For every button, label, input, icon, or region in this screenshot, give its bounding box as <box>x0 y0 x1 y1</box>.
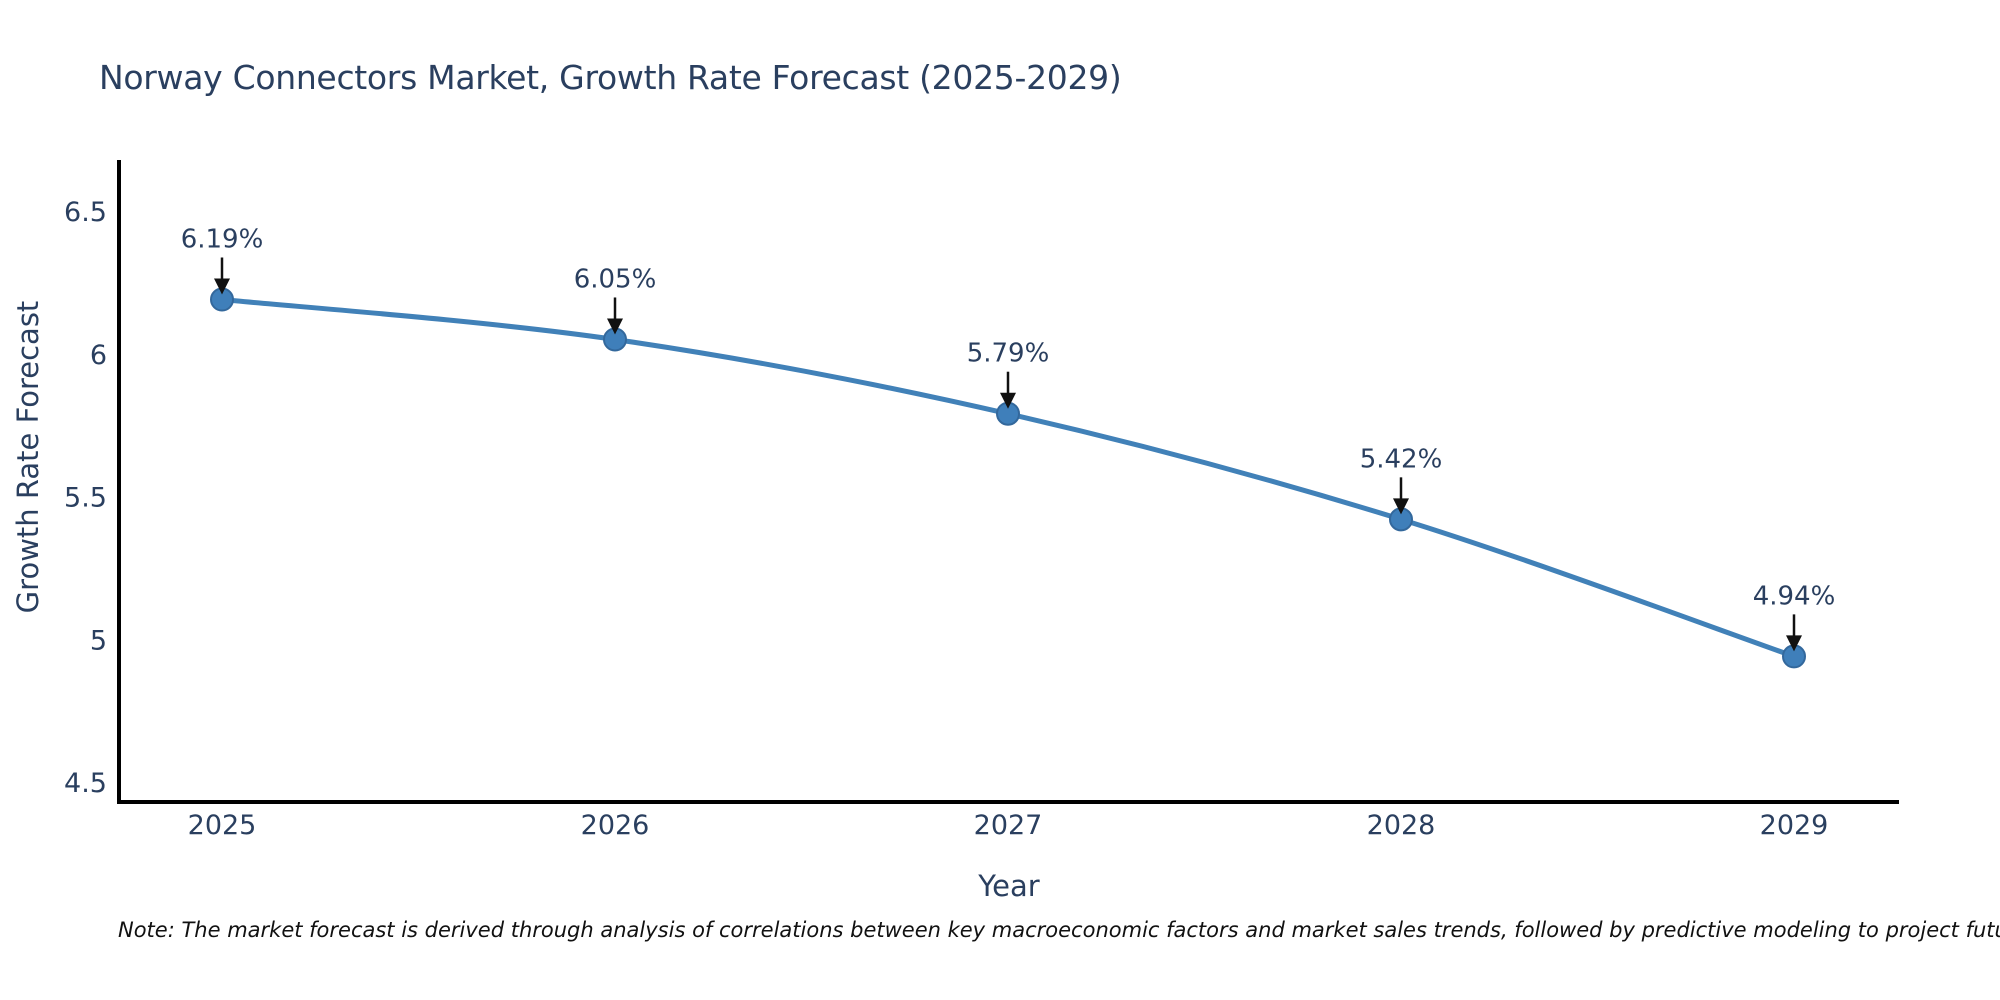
data-point-label: 6.05% <box>574 264 657 294</box>
annotation-arrowhead <box>607 318 623 335</box>
x-tick-label: 2029 <box>1760 810 1829 841</box>
data-point-label: 4.94% <box>1753 581 1836 611</box>
x-tick-label: 2026 <box>581 810 650 841</box>
footnote: Note: The market forecast is derived thr… <box>118 918 2000 942</box>
annotation-arrowhead <box>1393 498 1409 515</box>
data-point-label: 5.79% <box>967 339 1050 369</box>
y-tick-label: 5.5 <box>64 483 107 514</box>
y-tick-label: 6.5 <box>64 197 107 228</box>
data-point-label: 5.42% <box>1360 444 1443 474</box>
y-tick-label: 5 <box>90 625 107 656</box>
x-tick-label: 2025 <box>188 810 257 841</box>
annotation-arrowhead <box>1786 635 1802 652</box>
y-tick-label: 4.5 <box>64 768 107 799</box>
y-tick-label: 6 <box>90 340 107 371</box>
data-point-label: 6.19% <box>181 225 264 255</box>
x-tick-label: 2027 <box>974 810 1043 841</box>
chart-title: Norway Connectors Market, Growth Rate Fo… <box>99 58 1122 98</box>
annotation-arrowhead <box>1000 392 1016 409</box>
y-axis-title: Growth Rate Forecast <box>11 300 45 614</box>
x-axis-title: Year <box>978 869 1040 903</box>
annotation-arrowhead <box>214 278 230 295</box>
x-tick-label: 2028 <box>1367 810 1436 841</box>
